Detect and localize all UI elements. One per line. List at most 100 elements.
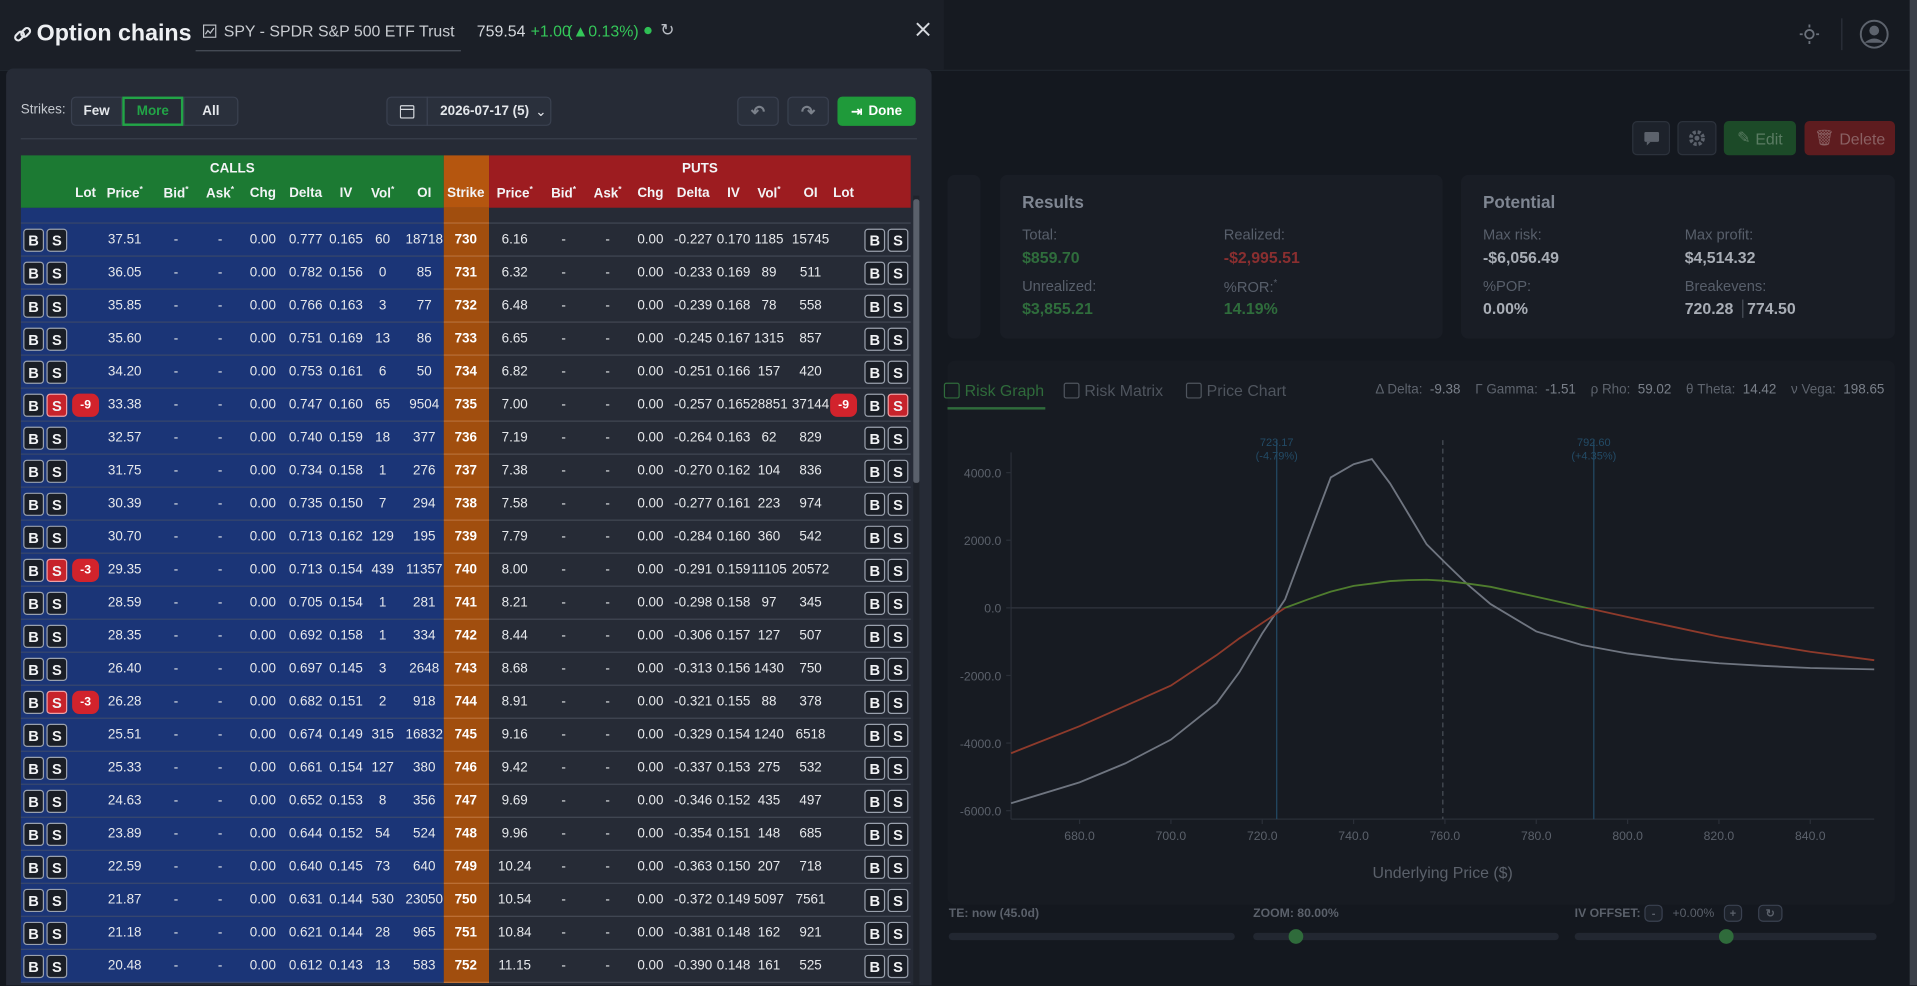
- iv-minus-button[interactable]: -: [1644, 904, 1663, 922]
- call-buy-button[interactable]: B: [23, 360, 45, 384]
- avatar[interactable]: [1859, 19, 1889, 49]
- theme-icon[interactable]: [1799, 24, 1820, 45]
- put-buy-button[interactable]: B: [864, 921, 886, 946]
- call-buy-button[interactable]: B: [23, 855, 45, 880]
- call-sell-button[interactable]: S: [46, 888, 68, 913]
- call-buy-button[interactable]: B: [23, 393, 45, 417]
- call-buy-button[interactable]: B: [23, 327, 45, 351]
- call-sell-button[interactable]: S: [46, 591, 68, 615]
- put-sell-button[interactable]: S: [887, 624, 909, 648]
- call-buy-button[interactable]: B: [23, 426, 45, 450]
- put-sell-button[interactable]: S: [887, 723, 909, 747]
- iv-plus-button[interactable]: +: [1723, 904, 1743, 922]
- put-sell-button[interactable]: S: [887, 888, 909, 913]
- call-sell-button[interactable]: S: [46, 921, 68, 946]
- call-buy-button[interactable]: B: [23, 954, 45, 979]
- put-buy-button[interactable]: B: [864, 393, 886, 417]
- put-sell-button[interactable]: S: [887, 822, 909, 847]
- dte-slider[interactable]: [948, 932, 1235, 941]
- done-button[interactable]: ⇥ Done: [837, 96, 916, 126]
- call-sell-button[interactable]: S: [46, 261, 68, 285]
- call-buy-button[interactable]: B: [23, 558, 45, 582]
- call-buy-button[interactable]: B: [23, 459, 45, 483]
- call-buy-button[interactable]: B: [23, 294, 45, 318]
- call-buy-button[interactable]: B: [23, 690, 45, 714]
- call-sell-button[interactable]: S: [46, 624, 68, 648]
- undo-button[interactable]: ↶: [737, 96, 779, 126]
- delete-button[interactable]: 🗑 Delete: [1804, 121, 1895, 156]
- iv-knob[interactable]: [1718, 929, 1734, 944]
- redo-button[interactable]: ↷: [787, 96, 829, 126]
- put-buy-button[interactable]: B: [864, 525, 886, 549]
- call-sell-button[interactable]: S: [46, 558, 68, 582]
- comment-button[interactable]: [1632, 121, 1671, 156]
- put-sell-button[interactable]: S: [887, 558, 909, 582]
- call-sell-button[interactable]: S: [46, 954, 68, 979]
- edit-button[interactable]: ✎ Edit: [1723, 121, 1796, 156]
- put-buy-button[interactable]: B: [864, 558, 886, 582]
- call-sell-button[interactable]: S: [46, 525, 68, 549]
- put-buy-button[interactable]: B: [864, 492, 886, 516]
- put-buy-button[interactable]: B: [864, 624, 886, 648]
- tab[interactable]: Risk Graph: [964, 381, 1045, 400]
- put-buy-button[interactable]: B: [864, 426, 886, 450]
- call-buy-button[interactable]: B: [23, 822, 45, 847]
- put-sell-button[interactable]: S: [887, 591, 909, 615]
- zoom-slider[interactable]: [1253, 932, 1559, 941]
- put-sell-button[interactable]: S: [887, 789, 909, 814]
- tab[interactable]: Price Chart: [1206, 381, 1287, 400]
- put-sell-button[interactable]: S: [887, 228, 909, 252]
- call-sell-button[interactable]: S: [46, 393, 68, 417]
- tab[interactable]: Risk Matrix: [1084, 381, 1164, 400]
- call-buy-button[interactable]: B: [23, 261, 45, 285]
- call-sell-button[interactable]: S: [46, 459, 68, 483]
- put-buy-button[interactable]: B: [864, 294, 886, 318]
- put-sell-button[interactable]: S: [887, 294, 909, 318]
- strike-count-option[interactable]: More: [122, 96, 184, 126]
- call-sell-button[interactable]: S: [46, 426, 68, 450]
- call-sell-button[interactable]: S: [46, 756, 68, 781]
- call-sell-button[interactable]: S: [46, 327, 68, 351]
- strike-count-option[interactable]: All: [183, 96, 239, 126]
- put-sell-button[interactable]: S: [887, 954, 909, 979]
- put-buy-button[interactable]: B: [864, 888, 886, 913]
- call-buy-button[interactable]: B: [23, 756, 45, 781]
- put-buy-button[interactable]: B: [864, 954, 886, 979]
- call-buy-button[interactable]: B: [23, 789, 45, 814]
- put-sell-button[interactable]: S: [887, 756, 909, 781]
- call-buy-button[interactable]: B: [23, 723, 45, 747]
- call-buy-button[interactable]: B: [23, 492, 45, 516]
- put-buy-button[interactable]: B: [864, 756, 886, 781]
- put-sell-button[interactable]: S: [887, 690, 909, 714]
- call-sell-button[interactable]: S: [46, 822, 68, 847]
- put-buy-button[interactable]: B: [864, 261, 886, 285]
- call-buy-button[interactable]: B: [23, 888, 45, 913]
- put-buy-button[interactable]: B: [864, 789, 886, 814]
- put-sell-button[interactable]: S: [887, 393, 909, 417]
- put-sell-button[interactable]: S: [887, 426, 909, 450]
- call-sell-button[interactable]: S: [46, 360, 68, 384]
- call-sell-button[interactable]: S: [46, 657, 68, 681]
- put-buy-button[interactable]: B: [864, 690, 886, 714]
- strike-count-option[interactable]: Few: [70, 96, 123, 126]
- put-buy-button[interactable]: B: [864, 228, 886, 252]
- put-buy-button[interactable]: B: [864, 822, 886, 847]
- call-sell-button[interactable]: S: [46, 228, 68, 252]
- call-sell-button[interactable]: S: [46, 789, 68, 814]
- table-scrollbar-thumb[interactable]: [913, 199, 920, 483]
- call-buy-button[interactable]: B: [23, 657, 45, 681]
- put-sell-button[interactable]: S: [887, 657, 909, 681]
- call-buy-button[interactable]: B: [23, 228, 45, 252]
- put-buy-button[interactable]: B: [864, 327, 886, 351]
- put-sell-button[interactable]: S: [887, 261, 909, 285]
- call-sell-button[interactable]: S: [46, 492, 68, 516]
- put-sell-button[interactable]: S: [887, 921, 909, 946]
- call-buy-button[interactable]: B: [23, 591, 45, 615]
- put-buy-button[interactable]: B: [864, 657, 886, 681]
- call-sell-button[interactable]: S: [46, 855, 68, 880]
- put-buy-button[interactable]: B: [864, 360, 886, 384]
- close-button[interactable]: [916, 22, 931, 37]
- put-sell-button[interactable]: S: [887, 855, 909, 880]
- put-buy-button[interactable]: B: [864, 723, 886, 747]
- put-buy-button[interactable]: B: [864, 591, 886, 615]
